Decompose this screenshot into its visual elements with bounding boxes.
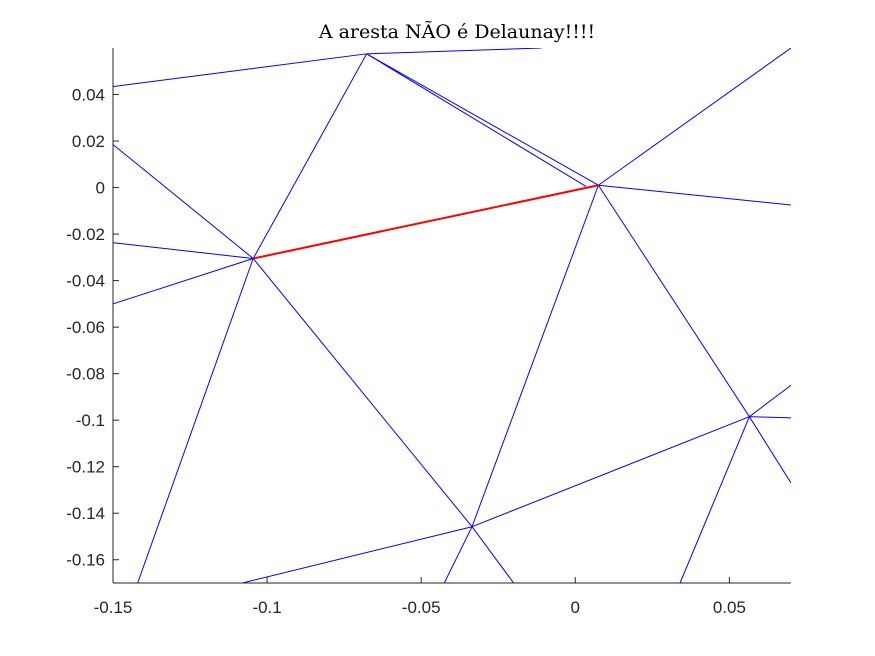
highlighted-edge-layer — [253, 184, 599, 260]
triangulation-edge — [598, 48, 791, 186]
x-tick-label: -0.15 — [94, 598, 133, 617]
y-tick-label: 0.04 — [72, 86, 105, 105]
triangulation-edge — [113, 258, 254, 305]
triangulation-edge — [597, 184, 750, 417]
x-tick-label: -0.1 — [252, 598, 281, 617]
triangulation-edge — [748, 416, 791, 484]
y-tick-label: -0.12 — [66, 458, 105, 477]
plot-area — [113, 48, 791, 583]
y-tick-label: -0.16 — [66, 551, 105, 570]
triangulation-edge — [679, 416, 750, 583]
x-tick-label: 0.05 — [713, 598, 746, 617]
triangulation-edge — [471, 526, 515, 583]
x-tick-label: 0 — [571, 598, 580, 617]
x-axis-ticks: -0.15 -0.1 -0.05 0 0.05 — [94, 577, 746, 617]
y-tick-label: 0 — [96, 179, 105, 198]
y-tick-label: -0.06 — [66, 318, 105, 337]
triangulation-edge — [443, 526, 473, 583]
triangulation-edge — [471, 185, 599, 527]
triangulation-edge — [252, 258, 473, 528]
y-tick-label: -0.04 — [66, 272, 105, 291]
triangulation-edges — [113, 48, 791, 583]
triangulation-edge — [471, 416, 750, 528]
y-tick-label: -0.14 — [66, 504, 105, 523]
triangulation-edge — [242, 526, 473, 583]
triangulation-edge — [749, 416, 791, 419]
triangulation-edge — [113, 53, 367, 88]
y-tick-label: 0.02 — [72, 132, 105, 151]
triangulation-edge — [366, 53, 587, 187]
triangulation-edge — [366, 53, 599, 186]
chart-title: A aresta NÃO é Delaunay!!!! — [318, 21, 595, 43]
highlighted-edge — [253, 184, 599, 260]
y-axis-ticks: 0.04 0.02 0 -0.02 -0.04 -0.06 -0.08 -0.1 -0.12 -0… — [66, 86, 119, 570]
triangulation-edge — [598, 184, 791, 206]
triangulation-edge — [252, 53, 368, 259]
y-tick-label: -0.02 — [66, 225, 105, 244]
triangulation-edge — [366, 48, 542, 55]
axes — [112, 48, 791, 584]
triangulation-edge — [113, 242, 254, 260]
y-tick-label: -0.08 — [66, 365, 105, 384]
triangulation-edge — [137, 258, 254, 583]
triangulation-edge — [749, 384, 791, 418]
x-tick-label: -0.05 — [402, 598, 441, 617]
triangulation-edge — [113, 144, 254, 259]
y-tick-label: -0.1 — [76, 411, 105, 430]
